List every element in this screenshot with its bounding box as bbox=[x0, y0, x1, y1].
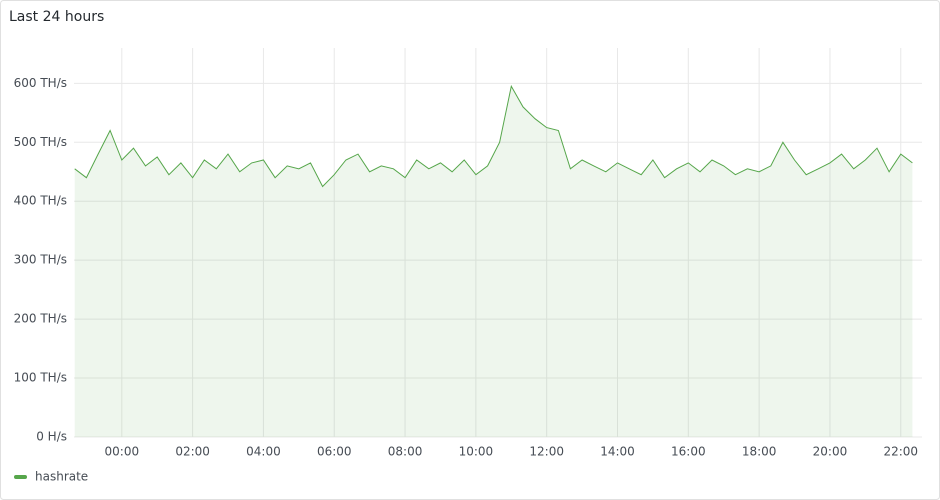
legend-label: hashrate bbox=[35, 470, 88, 484]
y-tick-label: 500 TH/s bbox=[14, 135, 67, 149]
area bbox=[74, 86, 913, 438]
x-tick-label: 22:00 bbox=[883, 445, 918, 459]
x-tick-label: 00:00 bbox=[105, 445, 140, 459]
y-tick-label: 300 TH/s bbox=[14, 253, 67, 267]
y-tick-label: 600 TH/s bbox=[14, 76, 67, 90]
x-tick-label: 12:00 bbox=[529, 445, 564, 459]
y-tick-label: 100 TH/s bbox=[14, 371, 67, 385]
x-tick-label: 20:00 bbox=[813, 445, 848, 459]
y-tick-label: 200 TH/s bbox=[14, 312, 67, 326]
x-tick-label: 08:00 bbox=[388, 445, 423, 459]
legend-swatch bbox=[14, 475, 27, 479]
x-tick-label: 16:00 bbox=[671, 445, 706, 459]
x-tick-label: 18:00 bbox=[742, 445, 777, 459]
x-tick-label: 02:00 bbox=[175, 445, 210, 459]
line bbox=[74, 84, 913, 188]
x-tick-label: 04:00 bbox=[246, 445, 281, 459]
y-tick-label: 400 TH/s bbox=[14, 194, 67, 208]
y-tick-label: 0 H/s bbox=[36, 430, 67, 444]
x-tick-label: 14:00 bbox=[600, 445, 635, 459]
x-tick-label: 06:00 bbox=[317, 445, 352, 459]
x-tick-label: 10:00 bbox=[459, 445, 494, 459]
panel-title: Last 24 hours bbox=[9, 9, 104, 25]
